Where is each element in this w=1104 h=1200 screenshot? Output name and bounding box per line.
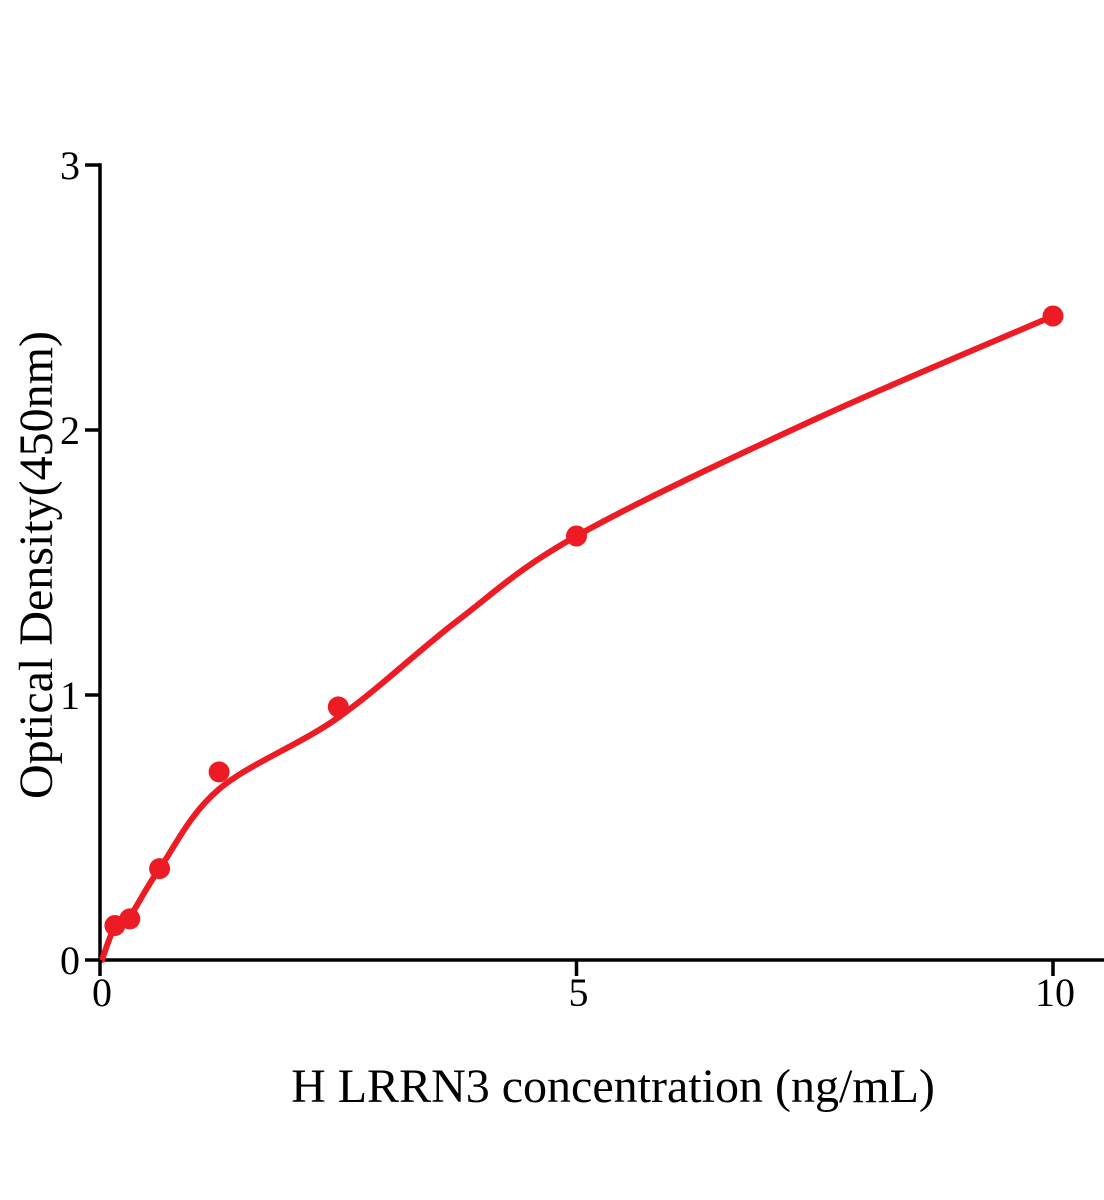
x-tick-label: 10: [1035, 970, 1075, 1015]
fit-curve-layer: [98, 313, 1056, 963]
y-tick-label: 1: [60, 673, 80, 718]
y-tick-label: 2: [60, 408, 80, 453]
data-point-marker: [149, 858, 171, 880]
data-point-marker: [119, 908, 141, 930]
data-points-layer: [104, 305, 1064, 936]
y-axis-title: Optical Density(450nm): [10, 331, 63, 799]
y-tick-label: 3: [60, 143, 80, 188]
data-point-marker: [208, 761, 230, 783]
data-point-marker: [566, 525, 587, 547]
x-tick-label: 0: [92, 970, 112, 1015]
fit-curve-line: [98, 313, 1056, 963]
x-tick-label: 5: [569, 970, 589, 1015]
data-point-marker: [1042, 305, 1064, 327]
y-tick-label: 0: [60, 938, 80, 983]
x-axis-title: H LRRN3 concentration (ng/mL): [291, 1060, 935, 1113]
axes-layer: [98, 163, 1104, 962]
ticks-layer: 0 5 10 0 1 2 3: [60, 143, 1075, 1015]
data-point-marker: [327, 696, 349, 718]
